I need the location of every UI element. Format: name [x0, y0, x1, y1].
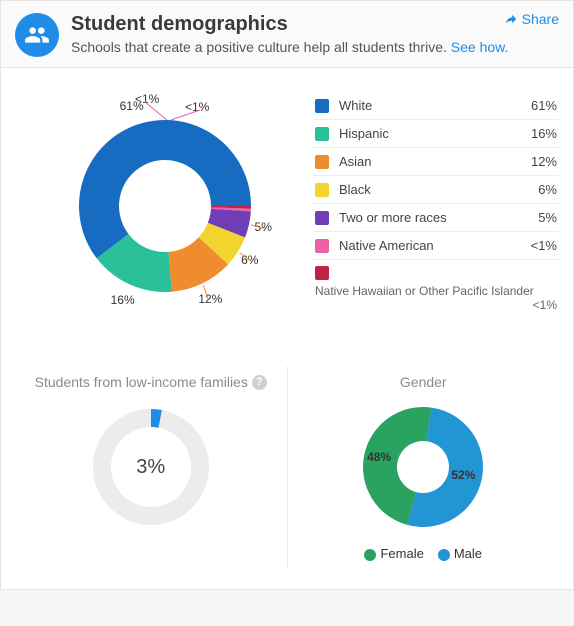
gender-title: Gender	[400, 374, 447, 390]
legend-row: Two or more races5%	[313, 204, 559, 232]
see-how-link[interactable]: See how.	[451, 39, 509, 55]
slice-label: 16%	[111, 293, 135, 307]
legend-swatch	[315, 183, 329, 197]
legend-row: Native American<1%	[313, 232, 559, 260]
help-icon[interactable]: ?	[252, 375, 267, 390]
gender-slice-label: 52%	[451, 468, 475, 482]
legend-label: White	[339, 98, 531, 113]
legend-value: 16%	[531, 126, 557, 141]
legend-label: Native Hawaiian or Other Pacific Islande…	[315, 284, 557, 298]
legend-label: Native American	[339, 238, 531, 253]
low-income-panel: Students from low-income families ? 3%	[15, 366, 287, 569]
legend-label: Hispanic	[339, 126, 531, 141]
legend-label: Asian	[339, 154, 531, 169]
legend-row: Hispanic16%	[313, 120, 559, 148]
legend-swatch	[315, 155, 329, 169]
legend-dot	[438, 549, 450, 561]
legend-row: Black6%	[313, 176, 559, 204]
legend-label: Black	[339, 182, 538, 197]
legend-value: 61%	[531, 98, 557, 113]
legend-value: 12%	[531, 154, 557, 169]
page-title: Student demographics	[71, 13, 559, 36]
ethnicity-donut: 61%16%12%6%5%<1%<1%	[15, 86, 305, 346]
gender-legend: Female Male	[298, 546, 550, 561]
legend-dot	[364, 549, 376, 561]
gender-legend-item: Male	[438, 546, 482, 561]
share-button[interactable]: Share	[504, 11, 559, 27]
legend-row: White61%	[313, 92, 559, 120]
page-subtitle: Schools that create a positive culture h…	[71, 38, 559, 57]
slice-label: 5%	[255, 220, 272, 234]
header: Student demographics Schools that create…	[1, 1, 573, 68]
legend-value: <1%	[531, 238, 557, 253]
gender-slice-label: 48%	[367, 450, 391, 464]
slice-label: <1%	[185, 100, 209, 114]
legend-swatch	[315, 266, 329, 280]
legend-swatch	[315, 99, 329, 113]
low-income-value: 3%	[86, 402, 216, 532]
slice-label: 12%	[198, 292, 222, 306]
legend-swatch	[315, 239, 329, 253]
legend-row: Asian12%	[313, 148, 559, 176]
subtitle-text: Schools that create a positive culture h…	[71, 39, 451, 55]
gender-legend-item: Female	[364, 546, 423, 561]
share-label: Share	[522, 11, 559, 27]
ethnicity-legend: White61%Hispanic16%Asian12%Black6%Two or…	[313, 86, 559, 346]
slice-label: <1%	[135, 92, 159, 106]
slice-label: 6%	[241, 253, 258, 267]
low-income-title: Students from low-income families ?	[35, 374, 267, 390]
legend-value: 6%	[538, 182, 557, 197]
gender-panel: Gender 48% 52% Female Male	[287, 366, 560, 569]
legend-value: <1%	[315, 298, 557, 312]
legend-swatch	[315, 211, 329, 225]
legend-value: 5%	[538, 210, 557, 225]
legend-row: Native Hawaiian or Other Pacific Islande…	[313, 260, 559, 318]
legend-label: Two or more races	[339, 210, 538, 225]
share-icon	[504, 12, 518, 26]
people-icon	[15, 13, 59, 57]
legend-swatch	[315, 127, 329, 141]
